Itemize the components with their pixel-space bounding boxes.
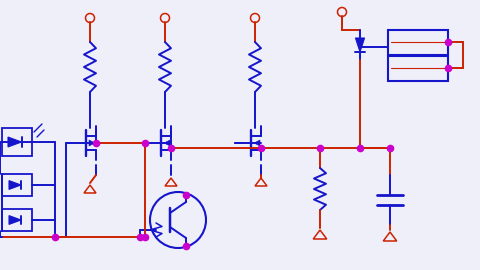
Polygon shape <box>8 137 22 147</box>
Polygon shape <box>89 140 95 146</box>
Polygon shape <box>356 38 364 52</box>
Polygon shape <box>9 181 21 189</box>
Polygon shape <box>164 140 170 146</box>
Polygon shape <box>254 140 260 146</box>
Polygon shape <box>9 216 21 224</box>
